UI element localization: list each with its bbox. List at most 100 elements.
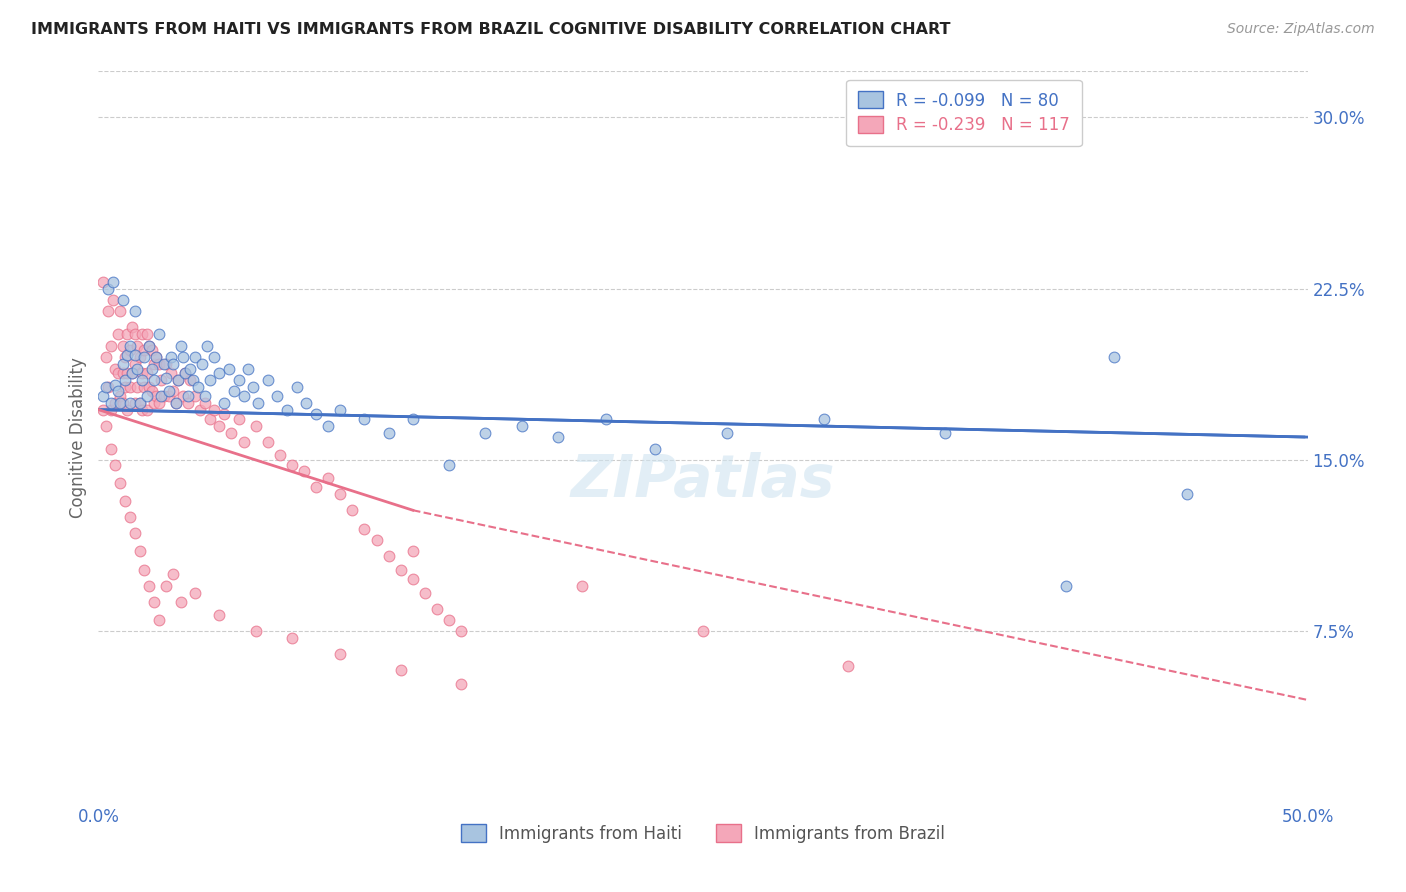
Point <box>118 380 141 394</box>
Point <box>155 579 177 593</box>
Point <box>269 449 291 463</box>
Point <box>228 412 250 426</box>
Point <box>94 418 117 433</box>
Point <box>329 402 352 417</box>
Point <box>104 361 127 376</box>
Point <box>204 350 226 364</box>
Point <box>187 380 209 394</box>
Point <box>114 494 136 508</box>
Point <box>148 396 170 410</box>
Point <box>117 348 139 362</box>
Point <box>232 389 254 403</box>
Point <box>104 377 127 392</box>
Point <box>160 366 183 380</box>
Point <box>402 544 425 558</box>
Point <box>413 585 436 599</box>
Point <box>111 366 134 380</box>
Point <box>131 402 153 417</box>
Point <box>128 396 150 410</box>
Point <box>247 396 270 410</box>
Point <box>169 338 191 352</box>
Point <box>813 412 835 426</box>
Point <box>450 624 472 639</box>
Point <box>148 613 170 627</box>
Point <box>143 595 166 609</box>
Point <box>228 373 250 387</box>
Point <box>172 389 194 403</box>
Point <box>104 396 127 410</box>
Point <box>143 373 166 387</box>
Point <box>285 380 308 394</box>
Point <box>162 357 184 371</box>
Point <box>104 458 127 472</box>
Point <box>127 380 149 394</box>
Point <box>837 658 859 673</box>
Point <box>150 373 173 387</box>
Point <box>124 357 146 371</box>
Text: Source: ZipAtlas.com: Source: ZipAtlas.com <box>1227 22 1375 37</box>
Point <box>128 350 150 364</box>
Point <box>179 361 201 376</box>
Point <box>366 533 388 547</box>
Point <box>305 407 328 421</box>
Point <box>100 338 122 352</box>
Point <box>117 327 139 342</box>
Point <box>256 373 278 387</box>
Point <box>94 380 117 394</box>
Point <box>117 402 139 417</box>
Point <box>934 425 956 440</box>
Point <box>135 366 157 380</box>
Point <box>128 396 150 410</box>
Point <box>101 275 124 289</box>
Point <box>179 373 201 387</box>
Point <box>437 458 460 472</box>
Point <box>107 366 129 380</box>
Point <box>510 418 533 433</box>
Point <box>108 389 131 403</box>
Point <box>118 343 141 358</box>
Point <box>157 389 180 403</box>
Point <box>194 389 217 403</box>
Point <box>101 293 124 307</box>
Point <box>174 366 197 380</box>
Point <box>131 327 153 342</box>
Point <box>165 396 187 410</box>
Point <box>111 293 134 307</box>
Y-axis label: Cognitive Disability: Cognitive Disability <box>69 357 87 517</box>
Point <box>107 327 129 342</box>
Point <box>222 384 245 399</box>
Point <box>100 396 122 410</box>
Point <box>167 373 190 387</box>
Point <box>108 475 131 490</box>
Text: ZIPatlas: ZIPatlas <box>571 452 835 509</box>
Point <box>145 389 167 403</box>
Point <box>131 366 153 380</box>
Point <box>292 464 315 478</box>
Point <box>184 350 207 364</box>
Point <box>141 343 163 358</box>
Point <box>281 458 304 472</box>
Point <box>212 396 235 410</box>
Point <box>108 304 131 318</box>
Point <box>111 396 134 410</box>
Point <box>148 327 170 342</box>
Point <box>172 350 194 364</box>
Point <box>305 480 328 494</box>
Point <box>91 389 114 403</box>
Point <box>212 407 235 421</box>
Point <box>571 579 593 593</box>
Point <box>135 402 157 417</box>
Point <box>281 632 304 646</box>
Point <box>167 373 190 387</box>
Point <box>134 343 156 358</box>
Point <box>134 563 156 577</box>
Point <box>162 567 184 582</box>
Point <box>353 412 375 426</box>
Point <box>198 373 221 387</box>
Point <box>143 396 166 410</box>
Point <box>157 384 180 399</box>
Point <box>141 361 163 376</box>
Point <box>143 357 166 371</box>
Point <box>426 601 449 615</box>
Point <box>195 338 218 352</box>
